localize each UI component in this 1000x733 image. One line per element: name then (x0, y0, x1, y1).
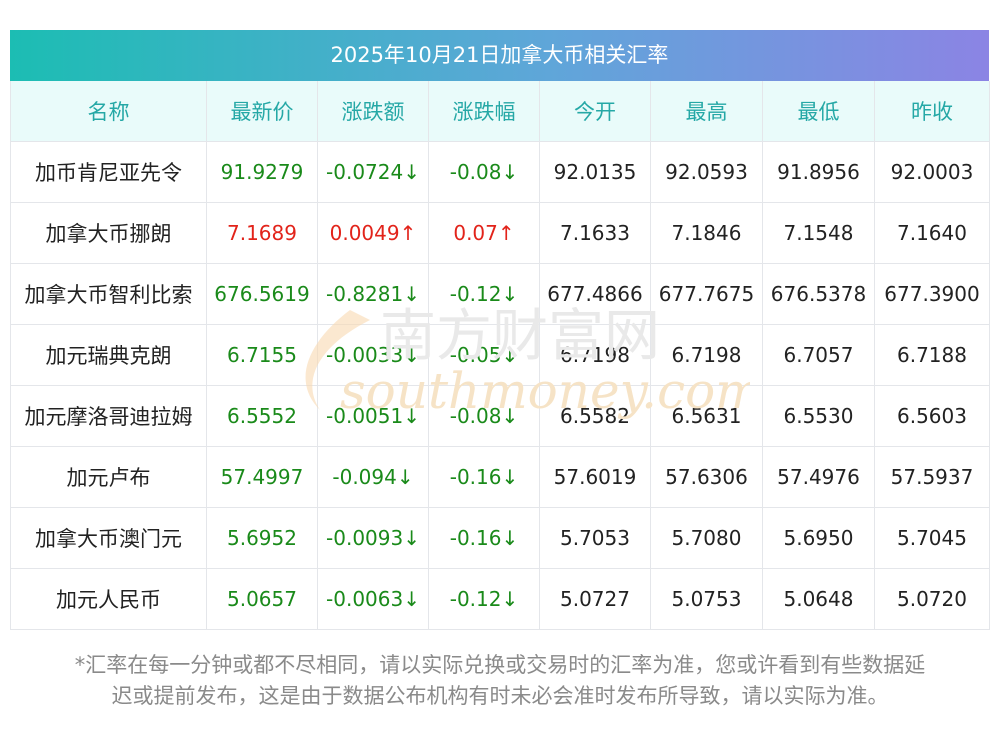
cell-name: 加元人民币 (10, 568, 207, 630)
table-row: 加元卢布 57.4997 -0.094↓ -0.16↓ 57.6019 57.6306 57… (10, 446, 990, 508)
cell-open: 57.6019 (539, 446, 651, 508)
column-header-high: 最高 (650, 81, 763, 142)
cell-open: 6.7198 (539, 324, 651, 386)
cell-low: 91.8956 (762, 141, 875, 203)
table-row: 加拿大币澳门元 5.6952 -0.0093↓ -0.16↓ 5.7053 5.7080 5… (10, 507, 990, 569)
cell-pct: -0.16↓ (428, 446, 540, 508)
cell-pct: -0.05↓ (428, 324, 540, 386)
cell-low: 57.4976 (762, 446, 875, 508)
table-row: 加拿大币挪朗 7.1689 0.0049↑ 0.07↑ 7.1633 7.1846 7.15… (10, 202, 990, 264)
cell-high: 57.6306 (650, 446, 763, 508)
cell-change: -0.094↓ (317, 446, 429, 508)
column-header-open: 今开 (539, 81, 651, 142)
cell-change: 0.0049↑ (317, 202, 429, 264)
cell-name: 加拿大币挪朗 (10, 202, 207, 264)
cell-pct: -0.12↓ (428, 568, 540, 630)
cell-latest: 676.5619 (206, 263, 318, 325)
cell-change: -0.0063↓ (317, 568, 429, 630)
cell-prev: 6.5603 (874, 385, 990, 447)
cell-high: 7.1846 (650, 202, 763, 264)
cell-high: 6.7198 (650, 324, 763, 386)
cell-low: 5.0648 (762, 568, 875, 630)
cell-latest: 5.6952 (206, 507, 318, 569)
cell-change: -0.8281↓ (317, 263, 429, 325)
cell-prev: 5.0720 (874, 568, 990, 630)
table-header-row: 名称 最新价 涨跌额 涨跌幅 今开 最高 最低 昨收 (10, 81, 990, 142)
cell-high: 5.7080 (650, 507, 763, 569)
cell-change: -0.0093↓ (317, 507, 429, 569)
cell-pct: -0.12↓ (428, 263, 540, 325)
cell-pct: -0.08↓ (428, 141, 540, 203)
cell-open: 5.0727 (539, 568, 651, 630)
cell-low: 5.6950 (762, 507, 875, 569)
cell-low: 676.5378 (762, 263, 875, 325)
footnote: *汇率在每一分钟或都不尽相同，请以实际兑换或交易时的汇率为准，您或许看到有些数据… (10, 650, 990, 712)
column-header-pct: 涨跌幅 (428, 81, 540, 142)
cell-open: 677.4866 (539, 263, 651, 325)
footnote-line-2: 迟或提前发布，这是由于数据公布机构有时未必会准时发布所导致，请以实际为准。 (111, 684, 889, 708)
cell-latest: 5.0657 (206, 568, 318, 630)
column-header-prev: 昨收 (874, 81, 990, 142)
cell-high: 6.5631 (650, 385, 763, 447)
cell-open: 92.0135 (539, 141, 651, 203)
table-row: 加元人民币 5.0657 -0.0063↓ -0.12↓ 5.0727 5.0753 5.0… (10, 568, 990, 630)
cell-name: 加元瑞典克朗 (10, 324, 207, 386)
cell-name: 加拿大币澳门元 (10, 507, 207, 569)
cell-latest: 6.5552 (206, 385, 318, 447)
cell-pct: 0.07↑ (428, 202, 540, 264)
page-title: 2025年10月21日加拿大币相关汇率 (10, 30, 989, 81)
table-row: 加元摩洛哥迪拉姆 6.5552 -0.0051↓ -0.08↓ 6.5582 6.5631… (10, 385, 990, 447)
cell-high: 677.7675 (650, 263, 763, 325)
cell-latest: 57.4997 (206, 446, 318, 508)
cell-change: -0.0033↓ (317, 324, 429, 386)
cell-prev: 5.7045 (874, 507, 990, 569)
cell-pct: -0.16↓ (428, 507, 540, 569)
cell-name: 加元卢布 (10, 446, 207, 508)
cell-low: 7.1548 (762, 202, 875, 264)
cell-low: 6.5530 (762, 385, 875, 447)
cell-pct: -0.08↓ (428, 385, 540, 447)
cell-name: 加拿大币智利比索 (10, 263, 207, 325)
cell-prev: 677.3900 (874, 263, 990, 325)
table-row: 加元瑞典克朗 6.7155 -0.0033↓ -0.05↓ 6.7198 6.7198 6.… (10, 324, 990, 386)
column-header-low: 最低 (762, 81, 875, 142)
cell-latest: 6.7155 (206, 324, 318, 386)
cell-high: 5.0753 (650, 568, 763, 630)
column-header-name: 名称 (10, 81, 207, 142)
cell-prev: 7.1640 (874, 202, 990, 264)
column-header-latest: 最新价 (206, 81, 318, 142)
cell-name: 加元摩洛哥迪拉姆 (10, 385, 207, 447)
rates-table: 名称 最新价 涨跌额 涨跌幅 今开 最高 最低 昨收 加币肯尼亚先令 91.927… (10, 81, 990, 630)
cell-change: -0.0051↓ (317, 385, 429, 447)
cell-prev: 57.5937 (874, 446, 990, 508)
column-header-change: 涨跌额 (317, 81, 429, 142)
cell-open: 6.5582 (539, 385, 651, 447)
cell-latest: 7.1689 (206, 202, 318, 264)
cell-latest: 91.9279 (206, 141, 318, 203)
rate-panel: 2025年10月21日加拿大币相关汇率 名称 最新价 涨跌额 涨跌幅 今开 最高… (10, 30, 990, 630)
cell-prev: 92.0003 (874, 141, 990, 203)
cell-high: 92.0593 (650, 141, 763, 203)
cell-prev: 6.7188 (874, 324, 990, 386)
cell-open: 5.7053 (539, 507, 651, 569)
table-row: 加币肯尼亚先令 91.9279 -0.0724↓ -0.08↓ 92.0135 92.05… (10, 141, 990, 203)
cell-open: 7.1633 (539, 202, 651, 264)
cell-low: 6.7057 (762, 324, 875, 386)
cell-name: 加币肯尼亚先令 (10, 141, 207, 203)
table-row: 加拿大币智利比索 676.5619 -0.8281↓ -0.12↓ 677.4866 67… (10, 263, 990, 325)
footnote-line-1: *汇率在每一分钟或都不尽相同，请以实际兑换或交易时的汇率为准，您或许看到有些数据… (74, 653, 926, 677)
cell-change: -0.0724↓ (317, 141, 429, 203)
